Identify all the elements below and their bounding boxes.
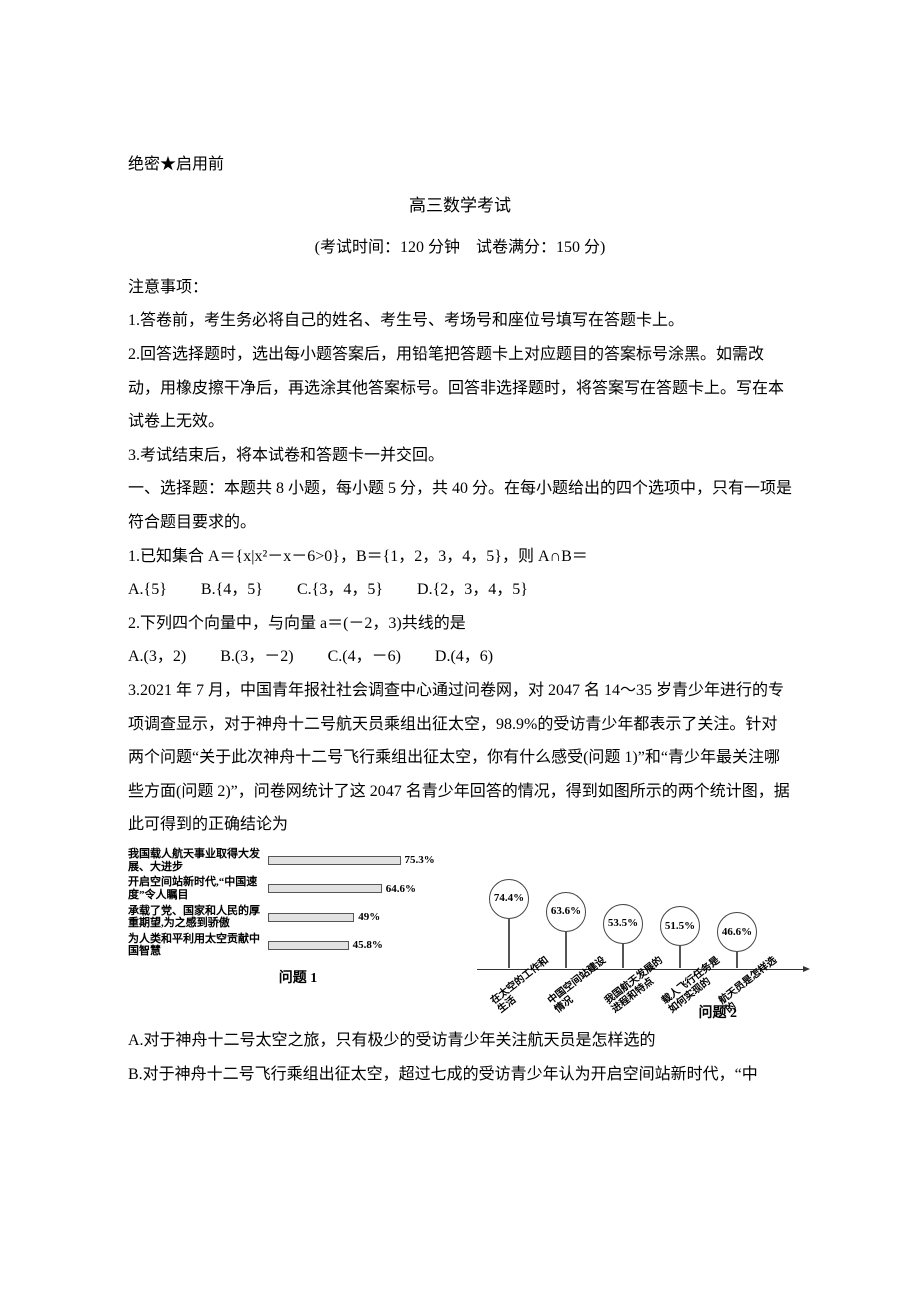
chart2-stick <box>508 919 510 968</box>
chart-problem-1: 我国载人航天事业取得大发展、大进步 75.3% 开启空间站新时代,“中国速度”令人瞩… <box>128 848 468 1018</box>
chart1-value: 49% <box>358 911 380 924</box>
q2-opt-a: A.(3，2) <box>128 640 186 674</box>
chart1-bar <box>268 884 382 893</box>
chart1-row: 我国载人航天事业取得大发展、大进步 75.3% <box>128 848 468 873</box>
chart2-value-circle: 46.6% <box>717 912 757 952</box>
chart1-label: 我国载人航天事业取得大发展、大进步 <box>128 848 268 873</box>
chart1-caption: 问题 1 <box>128 964 468 993</box>
q2-opt-c: C.(4，－6) <box>328 640 401 674</box>
chart1-label: 承载了党、国家和人民的厚重期望,为之感到骄傲 <box>128 905 268 930</box>
exam-title: 高三数学考试 <box>128 188 792 224</box>
chart2-lollipop: 51.5% <box>658 906 702 968</box>
chart2-lollipop: 63.6% <box>544 892 588 968</box>
q1-opt-b: B.{4，5} <box>201 573 263 607</box>
q3-opt-b: B.对于神舟十二号飞行乘组出征太空，超过七成的受访青少年认为开启空间站新时代，“… <box>128 1058 792 1092</box>
chart2-value-circle: 63.6% <box>546 892 586 932</box>
q2-options: A.(3，2) B.(3，－2) C.(4，－6) D.(4，6) <box>128 640 792 674</box>
charts-row: 我国载人航天事业取得大发展、大进步 75.3% 开启空间站新时代,“中国速度”令人瞩… <box>128 848 792 1018</box>
chart1-value: 75.3% <box>405 854 435 867</box>
q2-opt-d: D.(4，6) <box>435 640 493 674</box>
chart2-lollipop: 46.6% <box>715 912 759 968</box>
chart2-stick <box>679 946 681 968</box>
confidential-line: 绝密★启用前 <box>128 148 792 182</box>
chart2-stick <box>736 952 738 968</box>
chart2-stick <box>622 944 624 968</box>
chart2-value-circle: 74.4% <box>489 879 529 919</box>
q2-stem: 2.下列四个向量中，与向量 a＝(－2，3)共线的是 <box>128 607 792 641</box>
chart1-label: 为人类和平利用太空贡献中国智慧 <box>128 933 268 958</box>
exam-subtitle: (考试时间：120 分钟 试卷满分：150 分) <box>128 231 792 265</box>
chart1-bar <box>268 856 401 865</box>
q3-stem: 3.2021 年 7 月，中国青年报社社会调查中心通过问卷网，对 2047 名 … <box>128 674 792 842</box>
chart2-stick <box>565 932 567 968</box>
chart2-caption: 问题 2 <box>699 999 738 1028</box>
chart1-row: 为人类和平利用太空贡献中国智慧 45.8% <box>128 933 468 958</box>
chart-problem-2: 74.4%63.6%53.5%51.5%46.6% 在太空的工作和生活中国空间站… <box>482 848 792 1018</box>
notice-heading: 注意事项： <box>128 271 792 305</box>
section1-heading: 一、选择题：本题共 8 小题，每小题 5 分，共 40 分。在每小题给出的四个选… <box>128 472 792 539</box>
chart2-value-circle: 51.5% <box>660 906 700 946</box>
chart2-value-circle: 53.5% <box>603 904 643 944</box>
chart1-row: 承载了党、国家和人民的厚重期望,为之感到骄傲 49% <box>128 905 468 930</box>
chart1-bar <box>268 941 349 950</box>
chart1-value: 64.6% <box>386 883 416 896</box>
chart1-bar <box>268 913 354 922</box>
notice-2: 2.回答选择题时，选出每小题答案后，用铅笔把答题卡上对应题目的答案标号涂黑。如需… <box>128 338 792 439</box>
chart1-row: 开启空间站新时代,“中国速度”令人瞩目 64.6% <box>128 876 468 901</box>
notice-1: 1.答卷前，考生务必将自己的姓名、考生号、考场号和座位号填写在答题卡上。 <box>128 304 792 338</box>
chart2-lollipop: 53.5% <box>601 904 645 968</box>
q1-opt-d: D.{2，3，4，5} <box>417 573 528 607</box>
chart1-label: 开启空间站新时代,“中国速度”令人瞩目 <box>128 876 268 901</box>
q1-options: A.{5} B.{4，5} C.{3，4，5} D.{2，3，4，5} <box>128 573 792 607</box>
q1-opt-a: A.{5} <box>128 573 167 607</box>
chart2-lollipop: 74.4% <box>487 879 531 968</box>
q2-opt-b: B.(3，－2) <box>220 640 293 674</box>
notice-3: 3.考试结束后，将本试卷和答题卡一并交回。 <box>128 439 792 473</box>
q1-opt-c: C.{3，4，5} <box>297 573 383 607</box>
q1-stem: 1.已知集合 A＝{x|x²－x－6>0}，B＝{1，2，3，4，5}，则 A∩… <box>128 540 792 574</box>
q3-opt-a: A.对于神舟十二号太空之旅，只有极少的受访青少年关注航天员是怎样选的 <box>128 1024 792 1058</box>
chart1-value: 45.8% <box>353 939 383 952</box>
